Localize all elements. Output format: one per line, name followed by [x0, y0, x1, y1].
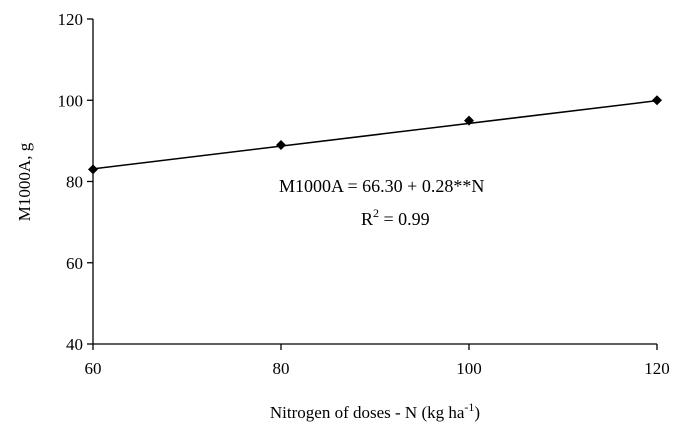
data-point	[652, 95, 662, 106]
data-points	[88, 95, 662, 175]
y-tick-label: 60	[66, 254, 83, 273]
x-ticks: 60 80 100 120	[85, 344, 670, 378]
x-axis-title-main: Nitrogen of doses - N (kg ha	[270, 403, 465, 422]
x-tick-label: 100	[456, 359, 482, 378]
y-tick-label: 100	[58, 91, 84, 110]
y-tick-label: 80	[66, 173, 83, 192]
x-axis-title-close: )	[474, 403, 480, 422]
data-point	[276, 139, 286, 150]
r-squared-value: = 0.99	[379, 209, 430, 229]
regression-equation: M1000A = 66.30 + 0.28**N	[279, 176, 484, 196]
y-axis-title: M1000A, g	[15, 142, 34, 221]
x-tick-label: 60	[85, 359, 102, 378]
x-tick-label: 120	[644, 359, 670, 378]
x-axis-title-sup: -1	[464, 400, 474, 414]
r-squared-label: R2 = 0.99	[361, 206, 430, 229]
x-axis-title: Nitrogen of doses - N (kg ha-1)	[270, 400, 480, 422]
r-squared-prefix: R	[361, 209, 373, 229]
y-tick-label: 120	[58, 10, 84, 29]
y-tick-label: 40	[66, 335, 83, 354]
data-point	[88, 164, 98, 175]
trendline-group	[92, 99, 658, 170]
data-point	[464, 115, 474, 126]
x-tick-label: 80	[273, 359, 290, 378]
trendline	[92, 99, 658, 170]
y-ticks: 40 60 80 100 120	[58, 10, 93, 354]
r-squared-sup: 2	[373, 206, 379, 220]
